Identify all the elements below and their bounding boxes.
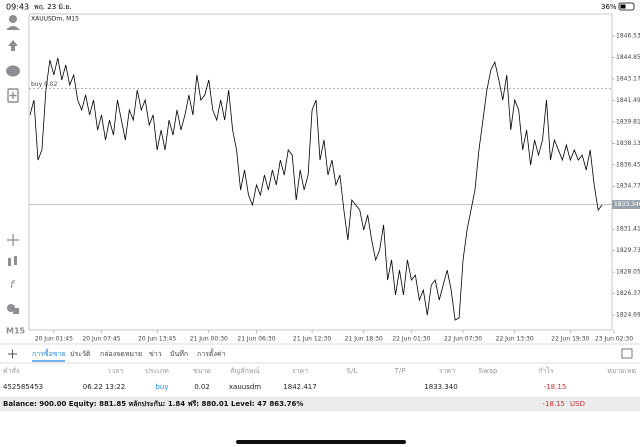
x-tick-label: 20 Jun 07:45 — [82, 336, 120, 343]
y-tick-label: 1836.450 — [616, 161, 640, 168]
bid-label: 1833.340 — [614, 201, 640, 208]
sidebar: f — [6, 15, 20, 314]
bid-box — [612, 200, 640, 210]
chart-frame — [28, 13, 613, 331]
x-tick-label: 22 Jun 07:30 — [444, 336, 482, 343]
column-header: หมายเหตุ — [607, 367, 636, 375]
toolbox-button[interactable] — [621, 348, 633, 359]
column-header: ราคา — [439, 367, 455, 375]
column-header: ราคา — [292, 367, 308, 375]
x-tick-label: 22 Jun 19:30 — [551, 336, 589, 343]
tab[interactable]: ข่าว — [149, 350, 162, 358]
chart-title: XAUUSDm, M15 — [31, 16, 79, 23]
tab[interactable]: ประวัติ — [70, 350, 91, 358]
battery-text: 36% — [601, 3, 617, 11]
tab[interactable]: การซื้อขาย — [32, 347, 66, 358]
x-tick-label: 22 Jun 13:30 — [496, 336, 534, 343]
y-tick-label: 1829.730 — [616, 247, 640, 254]
add-button[interactable] — [8, 349, 17, 359]
y-tick-label: 1834.770 — [616, 183, 640, 190]
home-indicator — [236, 440, 406, 444]
column-header: ประเภท — [145, 367, 169, 375]
y-tick-label: 1838.130 — [616, 140, 640, 147]
tab[interactable]: บันทึก — [170, 349, 188, 358]
icon-new-order[interactable] — [7, 88, 19, 103]
battery-level — [620, 4, 626, 9]
icon-account-body — [6, 26, 20, 30]
x-tick-label: 22 Jun 01:30 — [392, 336, 430, 343]
column-header: S/L — [347, 367, 358, 375]
date: พฤ. 23 มิ.ย. — [34, 3, 72, 11]
y-tick-label: 1839.810 — [616, 118, 640, 125]
y-tick-label: 1844.850 — [616, 54, 640, 61]
balance-summary: Balance: 900.00 Equity: 881.85 หลักประกั… — [3, 400, 303, 408]
tabs: การซื้อขาย ประวัติ กล่องจดหมาย ข่าว บันทึก กา… — [32, 347, 226, 362]
x-tick-label: 20 Jun 01:45 — [35, 336, 73, 343]
column-header: สัญลักษณ์ — [230, 367, 260, 375]
icon-objects-2 — [13, 308, 19, 314]
cell-symbol: xauusdm — [229, 383, 261, 391]
timeframe[interactable]: M15 — [6, 327, 26, 336]
icon-candles[interactable] — [8, 258, 11, 266]
clock: 09:43 — [6, 3, 29, 12]
cell-profit: -18.15 — [544, 383, 567, 391]
balance-bar — [0, 397, 640, 411]
y-tick-label: 1831.410 — [616, 226, 640, 233]
x-tick-label: 23 Jun 02:30 — [595, 336, 633, 343]
column-header: คำสั่ง — [3, 366, 19, 375]
y-tick-label: 1841.490 — [616, 97, 640, 104]
cell-volume: 0.02 — [194, 383, 210, 391]
column-header: กำไร — [538, 366, 554, 375]
y-tick-label: 1828.050 — [616, 269, 640, 276]
tab[interactable]: กล่องจดหมาย — [100, 350, 142, 358]
cell-type: buy — [155, 383, 168, 391]
y-tick-label: 1843.170 — [616, 75, 640, 82]
price-line — [29, 57, 603, 321]
x-tick-label: 21 Jun 00:30 — [190, 336, 228, 343]
plot: 1846.530 1844.850 1843.170 1841.490 1839.810… — [29, 32, 640, 343]
icon-chat[interactable] — [6, 65, 20, 77]
y-tick-label: 1846.530 — [616, 32, 640, 39]
x-tick-label: 21 Jun 18:30 — [345, 336, 383, 343]
icon-crosshair[interactable] — [7, 234, 19, 246]
x-tick-label: 20 Jun 13:45 — [138, 336, 176, 343]
x-tick-label: 21 Jun 06:30 — [237, 336, 275, 343]
icon-candles-2 — [14, 256, 17, 265]
y-tick-label: 1824.690 — [616, 312, 640, 319]
icon-trade[interactable] — [8, 40, 18, 51]
x-tick-label: 21 Jun 12:30 — [293, 336, 331, 343]
column-header: T/P — [394, 367, 406, 375]
tab[interactable]: การตั้งค่า — [197, 347, 226, 358]
order-label: buy 0.02 — [31, 81, 58, 88]
icon-indicators[interactable]: f — [10, 278, 16, 291]
balance-profit: -18.15 — [542, 400, 565, 408]
cell-current-price: 1833.340 — [424, 383, 457, 391]
balance-currency: USD — [570, 400, 585, 408]
battery-icon — [618, 2, 635, 11]
cell-price: 1842.417 — [283, 383, 316, 391]
cell-ticket: 452585453 — [3, 383, 43, 391]
icon-account[interactable] — [9, 15, 17, 23]
cell-time: 06.22 13:22 — [83, 383, 125, 391]
y-tick-label: 1826.370 — [616, 290, 640, 297]
trade-table: คำสั่ง เวลา ประเภท ขนาด สัญลักษณ์ ราคา S/L T/P ร… — [3, 366, 636, 391]
column-header: เวลา — [109, 367, 124, 375]
column-header: Swap — [479, 367, 498, 375]
column-header: ขนาด — [193, 367, 211, 375]
icon-plus — [9, 92, 17, 99]
